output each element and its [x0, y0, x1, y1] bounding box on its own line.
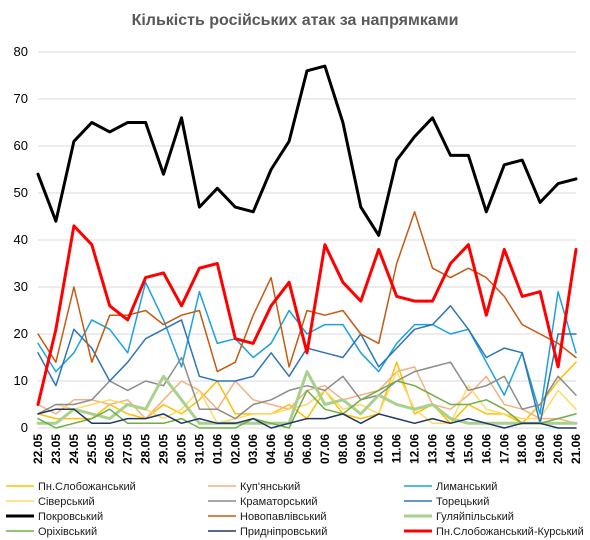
x-tick-label: 20.06: [551, 434, 565, 464]
legend-label: Торецький: [436, 496, 489, 508]
legend-label: Краматорський: [240, 496, 318, 508]
x-tick-label: 17.06: [497, 434, 511, 464]
series-line-5: [37, 305, 577, 425]
legend-label: Гуляйпільський: [436, 511, 514, 523]
y-tick-label: 30: [14, 279, 28, 294]
x-tick-label: 12.06: [408, 434, 422, 464]
y-tick-label: 50: [14, 185, 28, 200]
x-tick-label: 07.06: [318, 434, 332, 464]
x-tick-label: 29.05: [157, 434, 171, 464]
chart-title: Кількість російських атак за напрямками: [131, 12, 459, 29]
series-line-9: [37, 380, 577, 429]
x-tick-label: 22.05: [31, 434, 45, 464]
series-line-10: [37, 408, 577, 429]
x-tick-label: 06.06: [300, 434, 314, 464]
x-tick-label: 27.05: [121, 434, 135, 464]
legend-label: Пн.Слобожанський-Курський: [436, 526, 584, 538]
series-line-2: [37, 281, 577, 415]
x-tick-label: 13.06: [426, 434, 440, 464]
x-tick-label: 09.06: [354, 434, 368, 464]
x-tick-label: 23.05: [49, 434, 63, 464]
legend-label: Придніпровський: [240, 526, 327, 538]
legend-label: Пн.Слобожанський: [38, 481, 136, 493]
legend-label: Сіверський: [38, 496, 95, 508]
x-tick-label: 25.05: [85, 434, 99, 464]
y-tick-label: 10: [14, 373, 28, 388]
x-tick-label: 28.05: [139, 434, 153, 464]
x-tick-label: 19.06: [533, 434, 547, 464]
y-tick-label: 0: [21, 420, 28, 435]
y-tick-label: 60: [14, 138, 28, 153]
x-tick-label: 15.06: [461, 434, 475, 464]
x-tick-label: 31.05: [192, 434, 206, 464]
x-tick-label: 04.06: [264, 434, 278, 464]
x-tick-label: 16.06: [479, 434, 493, 464]
x-tick-label: 08.06: [336, 434, 350, 464]
x-tick-label: 11.06: [390, 434, 404, 464]
x-tick-label: 05.06: [282, 434, 296, 464]
legend-label: Покровський: [38, 511, 103, 523]
x-tick-label: 01.06: [210, 434, 224, 464]
x-tick-label: 02.06: [228, 434, 242, 464]
legend-label: Оріхівський: [38, 526, 97, 538]
y-tick-label: 40: [14, 232, 28, 247]
series-line-7: [37, 211, 577, 373]
x-tick-label: 14.06: [443, 434, 457, 464]
legend-label: Куп'янський: [240, 481, 300, 493]
x-tick-label: 10.06: [372, 434, 386, 464]
series-line-11: [36, 224, 578, 406]
legend-label: Новопавлівський: [240, 511, 326, 523]
x-tick-label: 21.06: [569, 434, 583, 464]
legend-label: Лиманський: [436, 481, 497, 493]
x-tick-label: 26.05: [103, 434, 117, 464]
series-line-4: [37, 356, 577, 420]
series-line-6: [36, 64, 578, 237]
x-tick-label: 30.05: [174, 434, 188, 464]
y-tick-label: 70: [14, 91, 28, 106]
x-tick-label: 24.05: [67, 434, 81, 464]
y-tick-label: 20: [14, 326, 28, 341]
y-tick-label: 80: [14, 44, 28, 59]
x-tick-label: 03.06: [246, 434, 260, 464]
x-tick-label: 18.06: [515, 434, 529, 464]
